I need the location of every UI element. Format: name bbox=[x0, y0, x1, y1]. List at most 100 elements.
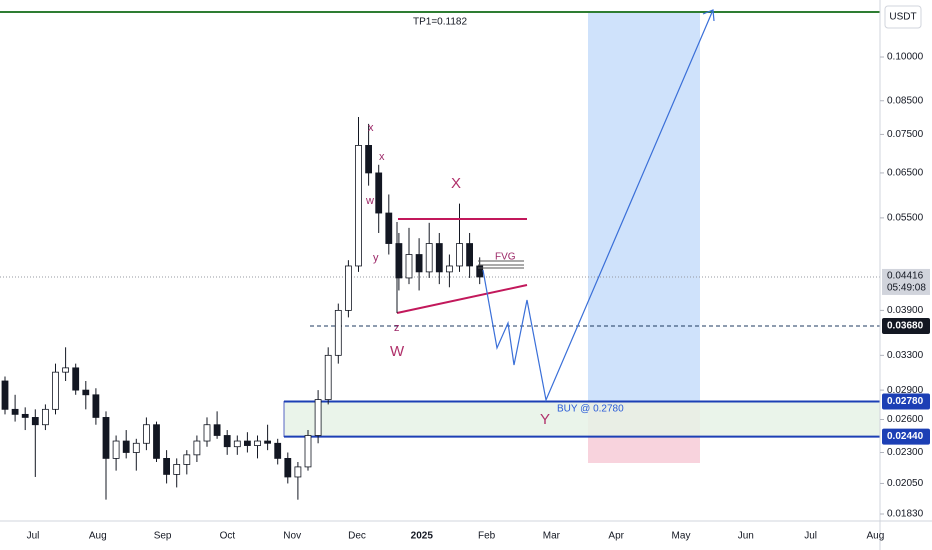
x-tick-label: Feb bbox=[478, 531, 496, 542]
level-tag bbox=[882, 428, 930, 445]
x-tick-label: Apr bbox=[608, 531, 624, 542]
candle-body bbox=[284, 458, 292, 478]
candle-body bbox=[82, 389, 90, 396]
x-tick-label: Sep bbox=[154, 531, 172, 542]
candle-body bbox=[425, 243, 433, 273]
candle-body bbox=[193, 440, 201, 456]
last-price-label: 0.04416 bbox=[887, 271, 924, 282]
candle-body bbox=[385, 212, 393, 244]
candle-body bbox=[254, 440, 261, 446]
y-tick-label: 0.10000 bbox=[887, 52, 924, 63]
wave-label: z bbox=[394, 322, 400, 334]
buy-zone bbox=[283, 401, 881, 437]
wave-label: x bbox=[379, 151, 385, 163]
candle-body bbox=[415, 254, 423, 273]
candle-body bbox=[183, 454, 191, 465]
candle-body bbox=[153, 424, 160, 459]
candle-body bbox=[264, 440, 272, 444]
x-tick-label: Mar bbox=[543, 531, 561, 542]
candle-body bbox=[213, 424, 221, 436]
candle-body bbox=[344, 265, 352, 311]
candle-body bbox=[233, 440, 241, 448]
candle-body bbox=[132, 442, 140, 453]
fvg-label: FVG bbox=[495, 252, 516, 263]
candle-body bbox=[42, 408, 49, 426]
candle-body bbox=[122, 440, 130, 453]
y-tick-label: 0.02600 bbox=[887, 414, 924, 425]
target-zone bbox=[588, 12, 700, 402]
x-tick-label: Aug bbox=[867, 531, 885, 542]
wave-label: X bbox=[451, 175, 461, 192]
candle-body bbox=[334, 309, 342, 356]
level-tag bbox=[882, 393, 930, 410]
x-tick-label: May bbox=[672, 531, 691, 542]
candle-body bbox=[142, 424, 150, 444]
wave-label: w bbox=[365, 195, 374, 207]
y-tick-label: 0.02900 bbox=[887, 385, 924, 396]
x-tick-label: Nov bbox=[283, 531, 301, 542]
countdown: 05:49:08 bbox=[887, 283, 926, 294]
y-tick-label: 0.02050 bbox=[887, 478, 924, 489]
x-tick-label: Jul bbox=[804, 531, 817, 542]
y-tick-label: 0.07500 bbox=[887, 129, 924, 140]
candle-body bbox=[223, 435, 231, 448]
projection-arrow bbox=[702, 9, 715, 22]
candle-body bbox=[21, 413, 29, 418]
wave-label: x bbox=[368, 122, 374, 134]
x-tick-label: Aug bbox=[89, 531, 107, 542]
wave-label: Y bbox=[540, 411, 550, 428]
candle-body bbox=[243, 440, 251, 446]
candle-body bbox=[294, 466, 302, 478]
y-tick-label: 0.08500 bbox=[887, 95, 924, 106]
candle-body bbox=[92, 394, 100, 418]
candle-body bbox=[304, 435, 312, 468]
buy-label: BUY @ 0.2780 bbox=[557, 404, 624, 415]
x-tick-label: Dec bbox=[348, 531, 366, 542]
triangle-bottom bbox=[396, 284, 528, 314]
candle-body bbox=[466, 243, 474, 267]
candle-body bbox=[274, 442, 282, 459]
currency: USDT bbox=[889, 12, 916, 23]
candle-body bbox=[1, 380, 9, 410]
last-price-tag bbox=[882, 268, 930, 295]
candle-body bbox=[62, 367, 69, 373]
candle-body bbox=[375, 172, 383, 214]
candle-body bbox=[445, 265, 453, 273]
candle-body bbox=[163, 458, 171, 475]
level-label: 0.02780 bbox=[887, 396, 924, 407]
candle-body bbox=[102, 417, 110, 459]
level-label: 0.03680 bbox=[887, 321, 924, 332]
x-tick-label: 2025 bbox=[411, 531, 434, 542]
candle-body bbox=[112, 440, 120, 459]
candle-body bbox=[52, 371, 59, 410]
candle-body bbox=[365, 145, 373, 174]
y-tick-label: 0.02300 bbox=[887, 447, 924, 458]
x-tick-label: Jul bbox=[27, 531, 40, 542]
candle-body bbox=[355, 145, 362, 267]
x-tick-label: Oct bbox=[220, 531, 236, 542]
y-tick-label: 0.05500 bbox=[887, 213, 924, 224]
candle-body bbox=[31, 417, 39, 426]
wave-label: y bbox=[373, 252, 379, 264]
candle-body bbox=[314, 399, 322, 436]
time-axis bbox=[0, 521, 932, 550]
y-tick-label: 0.01830 bbox=[887, 509, 924, 520]
candle-body bbox=[324, 354, 332, 400]
level-tag bbox=[882, 318, 930, 335]
x-tick-label: Jun bbox=[738, 531, 754, 542]
candle-body bbox=[405, 254, 413, 279]
y-tick-label: 0.03900 bbox=[887, 305, 924, 316]
currency-box[interactable] bbox=[884, 5, 922, 29]
candle-body bbox=[11, 408, 19, 415]
y-tick-label: 0.03300 bbox=[887, 350, 924, 361]
wave-label: W bbox=[390, 343, 405, 360]
candle-body bbox=[395, 243, 403, 279]
candle-body bbox=[203, 424, 211, 442]
target-label: TP1=0.1182 bbox=[413, 17, 467, 28]
candle-body bbox=[456, 243, 463, 267]
candle-body bbox=[72, 367, 80, 391]
projection-path bbox=[482, 9, 714, 403]
